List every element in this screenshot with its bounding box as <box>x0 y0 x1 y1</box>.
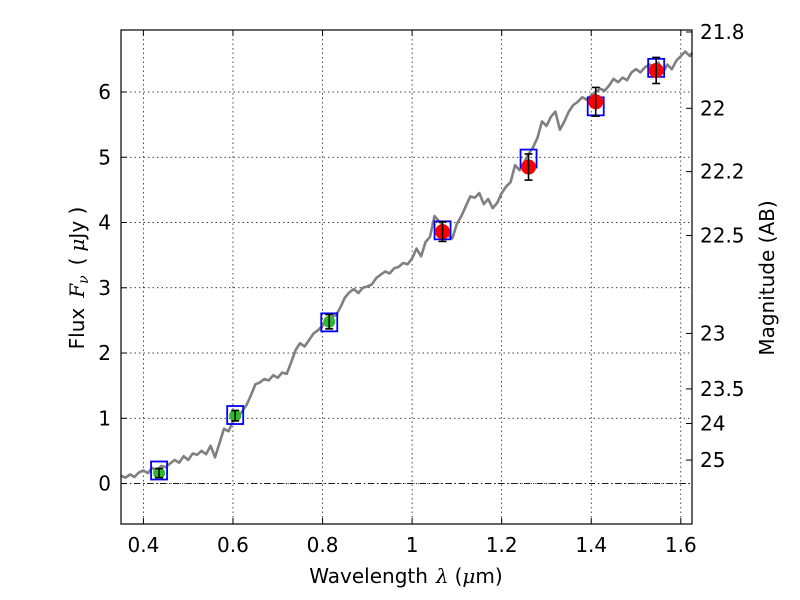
magnitude-tick-label: 22.2 <box>700 160 745 184</box>
y-tick-label: 2 <box>98 341 111 365</box>
x-tick-label: 1.6 <box>665 533 697 557</box>
y-tick-label: 4 <box>98 211 111 235</box>
magnitude-tick-label: 25 <box>700 448 725 472</box>
x-tick-labels: 0.4 0.6 0.8 1 1.2 1.4 1.6 <box>127 533 696 557</box>
x-tick-label: 0.8 <box>307 533 339 557</box>
y-tick-labels: 0 1 2 3 4 5 6 <box>98 80 111 496</box>
y-axis-label: FluxFν(μJy ) <box>65 207 92 350</box>
magnitude-tick-label: 22.5 <box>700 224 745 248</box>
model-point <box>226 405 245 425</box>
x-tick-label: 1 <box>406 533 419 557</box>
y-tick-label: 6 <box>98 80 111 104</box>
plot-frame <box>120 29 693 525</box>
axis-ticks <box>121 30 692 524</box>
model-point <box>150 460 168 481</box>
grid <box>121 30 692 524</box>
x-axis-label: Wavelength λ (μm) <box>309 564 502 588</box>
magnitude-axis-label: Magnitude (AB) <box>755 200 779 355</box>
magnitude-tick-label: 23 <box>700 321 725 345</box>
x-tick-label: 1.4 <box>575 533 607 557</box>
model-points <box>150 57 666 481</box>
y-tick-label: 3 <box>98 276 111 300</box>
x-tick-label: 0.6 <box>217 533 249 557</box>
magnitude-tick-label: 24 <box>700 412 725 436</box>
magnitude-tick-label: 21.8 <box>700 20 745 44</box>
magnitude-tick-labels: 21.8 22 22.2 22.5 23 23.5 24 25 <box>700 20 745 472</box>
model-point <box>320 312 339 333</box>
spectrum-line <box>120 50 694 480</box>
x-tick-label: 0.4 <box>127 533 159 557</box>
magnitude-tick-label: 23.5 <box>700 377 745 401</box>
magnitude-tick-label: 22 <box>700 96 725 120</box>
y-tick-label: 0 <box>98 472 111 496</box>
observed-points <box>153 56 664 480</box>
y-tick-label: 1 <box>98 406 111 430</box>
x-tick-label: 1.2 <box>486 533 518 557</box>
y-tick-label: 5 <box>98 145 111 169</box>
